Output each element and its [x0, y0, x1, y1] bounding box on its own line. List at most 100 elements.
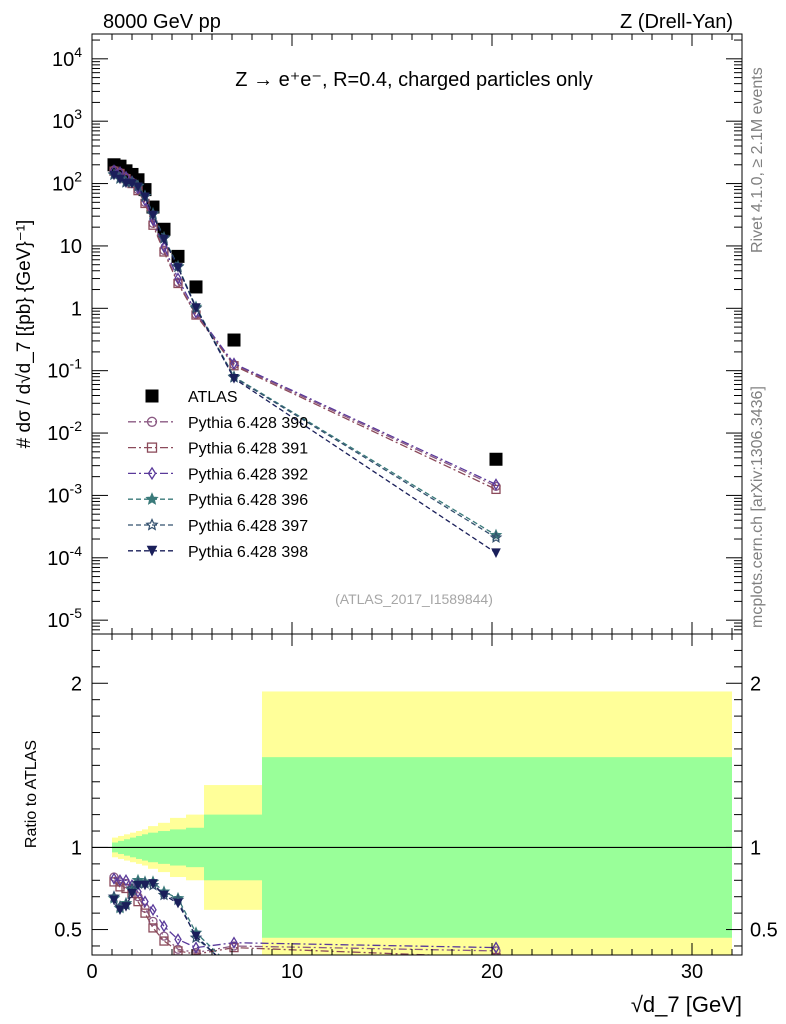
legend-label: ATLAS: [188, 389, 238, 406]
data-point: [140, 192, 150, 203]
main-y-axis-label: # dσ / d√d_7 [{pb} {GeV}⁻¹]: [14, 220, 35, 449]
data-point: [121, 178, 131, 189]
series-line: [113, 174, 497, 554]
ratio-point: [116, 874, 124, 887]
ratio-point: [149, 903, 157, 917]
y-tick-label: 102: [52, 169, 82, 196]
legend-label: Pythia 6.428 398: [188, 544, 308, 561]
y-tick-label: 10-4: [47, 543, 82, 570]
ratio-point: [109, 895, 119, 906]
ratio-point: [159, 931, 169, 941]
ratio-point: [491, 998, 501, 1007]
ratio-y-tick-label-right: 0.5: [750, 920, 778, 942]
y-tick-label: 103: [52, 106, 82, 133]
ratio-point: [122, 874, 130, 887]
data-point: [148, 210, 158, 221]
data-point: [489, 531, 503, 543]
data-point: [229, 373, 239, 384]
series-line: [113, 169, 497, 485]
data-point: [159, 247, 169, 257]
y-tick-label: 10: [60, 236, 82, 258]
ratio-point: [229, 942, 239, 953]
legend-label: Pythia 6.428 390: [188, 415, 308, 432]
ratio-y-tick-label-right: 2: [750, 673, 761, 695]
legend-entry: Pythia 6.428 397: [128, 517, 308, 535]
ratio-y-tick-label: 2: [71, 673, 82, 695]
legend-label: Pythia 6.428 392: [188, 466, 308, 483]
data-point: [230, 357, 238, 370]
ratio-point: [174, 933, 182, 946]
mcplots-label: mcplots.cern.ch [arXiv:1306.3436]: [749, 386, 766, 628]
legend-entry: Pythia 6.428 391: [128, 441, 308, 458]
legend-marker: [146, 545, 158, 557]
ratio-frame: [91, 633, 743, 956]
data-point: [491, 484, 501, 495]
data-point: [492, 478, 500, 491]
x-axis-label: √d_7 [GeV]: [631, 992, 742, 1017]
ratio-point: [140, 880, 150, 891]
ratio-point: [492, 1003, 500, 1011]
data-point: [189, 280, 203, 294]
ratio-y-axis-label: Ratio to ATLAS: [23, 740, 40, 848]
legend-marker: [147, 466, 157, 481]
legend: ATLAS Pythia 6.428 390 Pythia 6.428 391 Pyt…: [128, 389, 308, 561]
data-point: [227, 333, 241, 347]
ratio-point: [121, 902, 131, 912]
legend-marker: [146, 442, 158, 453]
header-left: 8000 GeV pp: [103, 11, 221, 33]
ratio-point: [140, 908, 150, 918]
ratio-point: [148, 879, 158, 889]
ratio-line: [113, 881, 448, 955]
ratio-point: [141, 895, 149, 908]
ratio-series-pythia-6.428-398: [109, 879, 500, 1011]
ratio-point: [229, 964, 239, 973]
data-point: [491, 548, 501, 558]
ratio-point: [148, 923, 158, 933]
data-point: [191, 303, 201, 313]
ratio-point: [159, 890, 169, 901]
ratio-point: [115, 905, 125, 915]
x-tick-label: 10: [281, 961, 303, 983]
ratio-point: [229, 966, 239, 975]
legend-entry: Pythia 6.428 398: [128, 544, 308, 561]
legend-marker: [145, 492, 159, 505]
data-point: [159, 234, 169, 245]
legend-entry: ATLAS: [145, 389, 238, 406]
ratio-point: [110, 872, 118, 885]
legend-entry: Pythia 6.428 392: [128, 466, 308, 483]
legend-entry: Pythia 6.428 396: [128, 492, 308, 509]
ratio-point: [230, 968, 238, 976]
x-tick-label: 20: [481, 961, 503, 983]
ratio-point: [160, 920, 168, 933]
legend-label: Pythia 6.428 391: [188, 441, 308, 458]
rivet-label: Rivet 4.1.0, ≥ 2.1M events: [749, 67, 766, 253]
header-right: Z (Drell-Yan): [620, 11, 733, 33]
legend-entry: Pythia 6.428 390: [128, 415, 308, 432]
y-tick-label: 104: [52, 44, 82, 71]
legend-label: Pythia 6.428 397: [188, 518, 308, 535]
legend-marker: [146, 416, 158, 427]
ratio-point: [127, 888, 137, 899]
legend-label: Pythia 6.428 396: [188, 492, 308, 509]
series-line: [113, 170, 497, 490]
ratio-point: [191, 931, 201, 942]
ratio-line: [113, 877, 497, 949]
series-line: [113, 169, 497, 487]
x-tick-label: 30: [681, 961, 703, 983]
data-point: [489, 452, 503, 466]
legend-marker: [145, 517, 159, 531]
y-tick-label: 10-1: [47, 356, 82, 383]
ratio-y-tick-label: 0.5: [54, 920, 82, 942]
y-tick-label: 1: [71, 298, 82, 320]
x-tick-label: 0: [86, 961, 97, 983]
y-tick-label: 10-5: [47, 605, 82, 632]
ratio-point: [159, 936, 169, 946]
analysis-label: (ATLAS_2017_I1589844): [335, 591, 493, 607]
ratio-y-tick-label-right: 1: [750, 837, 761, 859]
series-pythia-6.428-398: [109, 170, 501, 558]
ratio-series-pythia-6.428-392: [110, 872, 500, 954]
data-point: [173, 263, 183, 273]
ratio-point: [115, 882, 125, 892]
